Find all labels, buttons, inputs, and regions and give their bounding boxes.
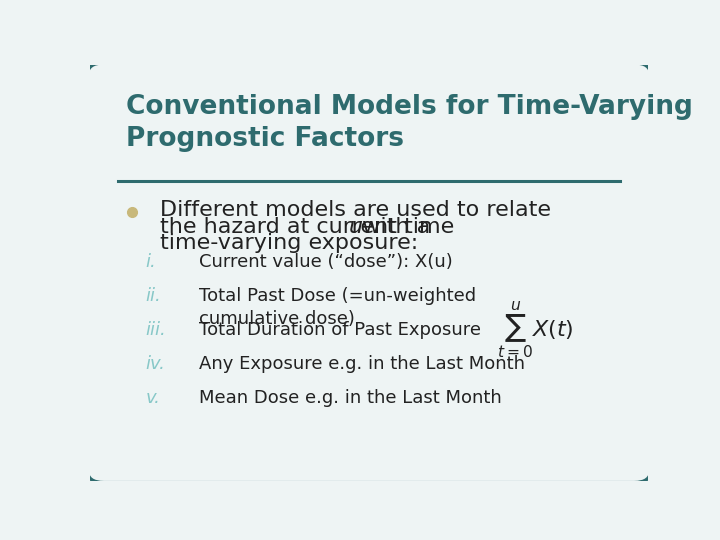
Text: ii.: ii. (145, 287, 161, 305)
Text: u: u (348, 217, 362, 237)
Text: the hazard at current time: the hazard at current time (160, 217, 461, 237)
Text: iii.: iii. (145, 321, 166, 339)
Text: Different models are used to relate: Different models are used to relate (160, 200, 551, 220)
Text: Any Exposure e.g. in the Last Month: Any Exposure e.g. in the Last Month (199, 355, 525, 373)
Text: $\sum_{t=0}^{u} X(t)$: $\sum_{t=0}^{u} X(t)$ (498, 300, 574, 361)
Text: time-varying exposure:: time-varying exposure: (160, 233, 418, 253)
Text: Mean Dose e.g. in the Last Month: Mean Dose e.g. in the Last Month (199, 389, 502, 407)
Text: Total Duration of Past Exposure: Total Duration of Past Exposure (199, 321, 481, 339)
Text: v.: v. (145, 389, 161, 407)
Text: with a: with a (355, 217, 431, 237)
Text: iv.: iv. (145, 355, 166, 373)
Text: i.: i. (145, 253, 156, 271)
Text: Total Past Dose (=un-weighted
cumulative dose): Total Past Dose (=un-weighted cumulative… (199, 287, 476, 328)
Text: Current value (“dose”): X(u): Current value (“dose”): X(u) (199, 253, 453, 271)
FancyBboxPatch shape (87, 63, 651, 483)
Text: Conventional Models for Time-Varying
Prognostic Factors: Conventional Models for Time-Varying Pro… (126, 94, 693, 152)
